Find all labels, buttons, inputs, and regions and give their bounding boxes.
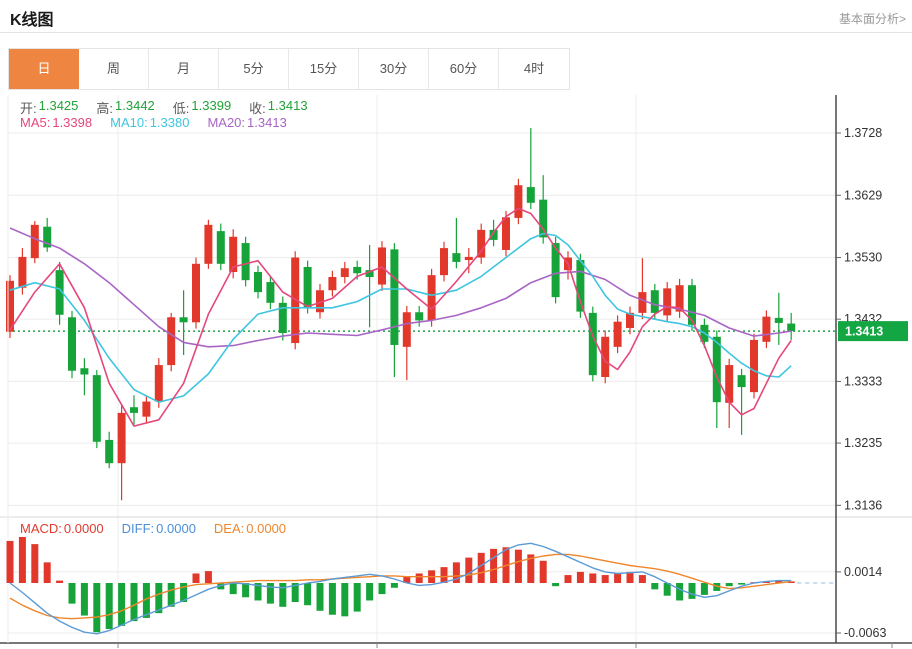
page-title: K线图 xyxy=(10,12,54,29)
ma20-value: 1.3413 xyxy=(247,115,287,130)
high-value: 1.3442 xyxy=(115,98,155,113)
diff-label: DIFF: xyxy=(121,521,155,536)
fundamental-analysis-link[interactable]: 基本面分析> xyxy=(838,12,906,26)
tab-4时[interactable]: 4时 xyxy=(499,49,569,89)
tab-周[interactable]: 周 xyxy=(79,49,149,89)
svg-text:1.3333: 1.3333 xyxy=(844,374,882,388)
macd-label: MACD: xyxy=(20,521,62,536)
tab-5分[interactable]: 5分 xyxy=(219,49,289,89)
tab-30分[interactable]: 30分 xyxy=(359,49,429,89)
svg-text:1.3530: 1.3530 xyxy=(844,251,882,265)
ma-overlay: MA5: 1.3398 MA10: 1.3380 MA20: 1.3413 xyxy=(20,115,287,130)
macd-value: 0.0000 xyxy=(63,521,104,536)
title-divider xyxy=(0,32,912,33)
open-value: 1.3425 xyxy=(38,98,79,113)
tab-60分[interactable]: 60分 xyxy=(429,49,499,89)
tab-日[interactable]: 日 xyxy=(9,49,79,89)
svg-text:1.3136: 1.3136 xyxy=(844,498,882,512)
ma20-label: MA20: xyxy=(207,115,246,130)
ma5-value: 1.3398 xyxy=(52,115,93,130)
svg-text:0.0014: 0.0014 xyxy=(844,565,882,579)
dea-label: DEA: xyxy=(213,521,245,536)
macd-overlay: MACD: 0.0000 DIFF: 0.0000 DEA: 0.0000 xyxy=(20,521,286,536)
ma10-value: 1.3380 xyxy=(149,115,190,130)
ohlc-overlay: 开: 1.3425 高: 1.3442 低: 1.3399 收: 1.3413 xyxy=(20,98,308,117)
close-label: 收: xyxy=(249,101,266,116)
open-label: 开: xyxy=(20,101,37,116)
diff-value: 0.0000 xyxy=(156,521,196,536)
dea-value: 0.0000 xyxy=(246,521,287,536)
close-value: 1.3413 xyxy=(267,98,308,113)
svg-text:-0.0063: -0.0063 xyxy=(844,626,886,640)
svg-text:1.3413: 1.3413 xyxy=(845,325,883,339)
ma10-label: MA10: xyxy=(110,115,148,130)
svg-text:1.3629: 1.3629 xyxy=(844,188,882,202)
low-value: 1.3399 xyxy=(191,98,232,113)
tab-月[interactable]: 月 xyxy=(149,49,219,89)
high-label: 高: xyxy=(96,101,114,116)
tab-15分[interactable]: 15分 xyxy=(289,49,359,89)
svg-text:1.3235: 1.3235 xyxy=(844,436,882,450)
ma5-label: MA5: xyxy=(20,115,51,130)
period-tabstrip: 日周月 5分 15分 30分 60分 4时 xyxy=(8,48,570,90)
low-label: 低: xyxy=(172,101,190,116)
svg-text:1.3728: 1.3728 xyxy=(844,126,882,140)
